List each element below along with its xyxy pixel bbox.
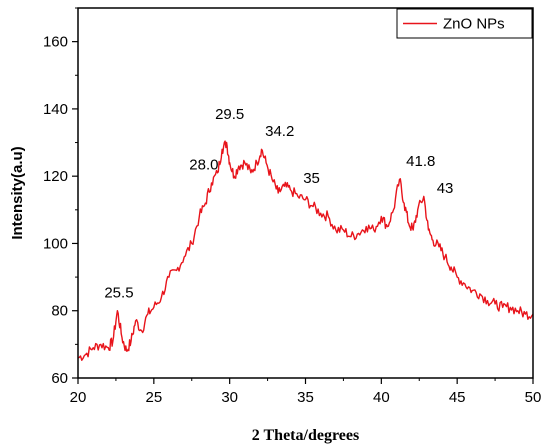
tick-labels: 20 25 30 35 40 45 50 60 80 100 120 140 160 [43,34,541,406]
y-tick-label: 140 [43,101,68,118]
legend: ZnO NPs [396,8,533,39]
x-tick-label: 30 [221,389,238,406]
y-tick-label: 160 [43,34,68,51]
series-layer [77,140,534,361]
legend-entry-label: ZnO NPs [443,16,505,33]
plot-frame [77,7,534,379]
y-tick-label: 100 [43,235,68,252]
peak-label: 28.0 [189,156,218,173]
x-tick-label: 20 [70,389,87,406]
peak-label: 35 [303,170,320,187]
series-line-zno-nps [77,140,534,361]
x-tick-label: 35 [297,389,314,406]
y-axis-title: Intensity(a.u) [9,146,26,239]
peak-label: 34.2 [265,123,294,140]
x-tick-label: 25 [145,389,162,406]
y-tick-label: 80 [51,303,68,320]
peak-label: 29.5 [215,106,244,123]
peak-label: 43 [437,180,454,197]
peak-label: 41.8 [406,153,435,170]
peak-annotations: 25.5 28.0 29.5 34.2 35 41.843 [104,106,453,301]
x-axis-title: 2 Theta/degrees [252,427,359,444]
x-tick-label: 50 [525,389,542,406]
peak-label: 25.5 [104,284,133,301]
y-tick-label: 60 [51,370,68,387]
y-tick-label: 120 [43,168,68,185]
x-tick-label: 45 [449,389,466,406]
x-tick-label: 40 [373,389,390,406]
